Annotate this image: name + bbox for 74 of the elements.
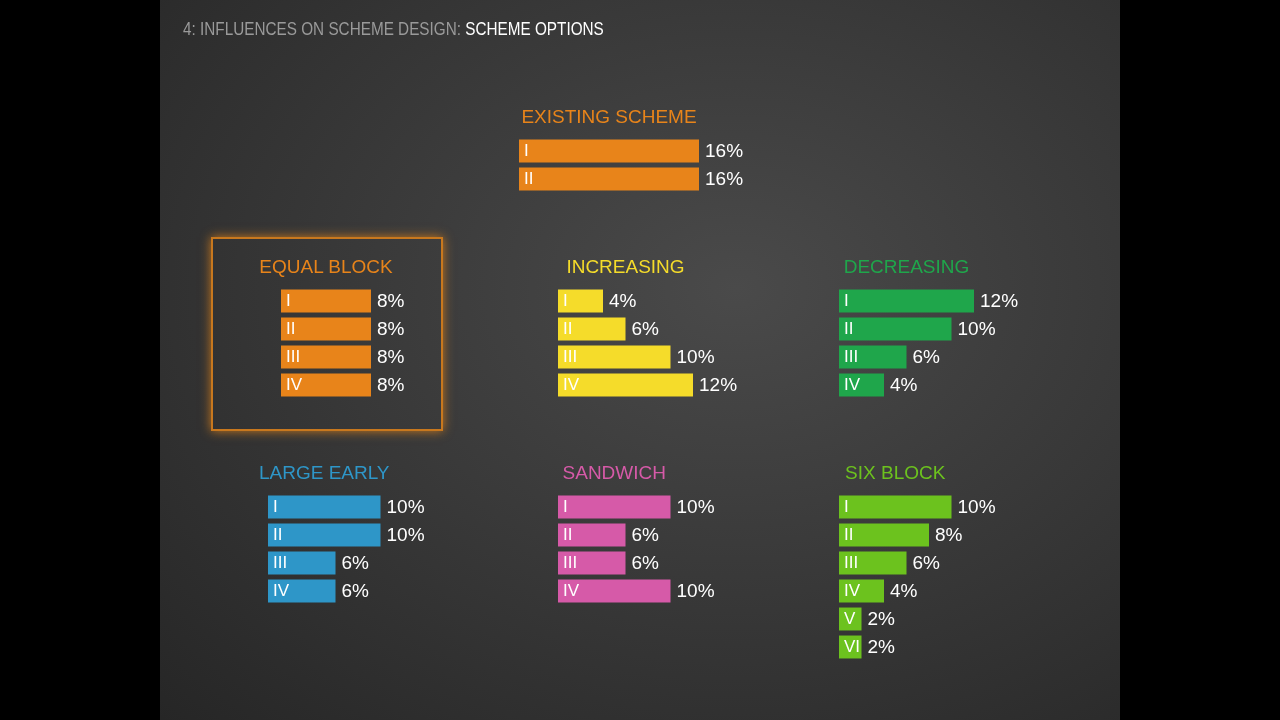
chart-title: LARGE EARLY [258,462,390,483]
y-tick-label: IV [563,581,580,600]
bar [558,289,603,313]
y-tick-label: I [563,291,568,310]
y-tick-label: I [563,497,568,516]
data-label: 8% [377,290,405,311]
data-label: 6% [631,524,660,545]
y-tick-label: III [844,553,859,572]
data-label: 6% [341,552,370,573]
y-tick-label: II [844,525,854,544]
y-tick-label: I [524,141,529,160]
data-label: 6% [912,346,941,367]
chart-title: EXISTING SCHEME [521,106,697,127]
bar [839,289,974,313]
data-label: 10% [957,318,996,339]
y-tick-label: III [844,347,859,366]
y-tick-label: IV [273,581,290,600]
data-label: 10% [676,496,715,517]
data-label: 6% [631,552,660,573]
y-tick-label: III [563,347,578,366]
chart-title: INCREASING [566,256,685,277]
bar [558,373,693,397]
y-tick-label: I [273,497,278,516]
y-tick-label: IV [286,375,303,394]
y-tick-label: II [524,169,534,188]
chart-title: EQUAL BLOCK [259,256,394,277]
data-label: 10% [386,524,425,545]
y-tick-label: VI [844,637,861,656]
data-label: 8% [935,524,963,545]
y-tick-label: III [273,553,288,572]
data-label: 8% [377,346,405,367]
y-tick-label: III [563,553,578,572]
y-tick-label: II [844,319,854,338]
data-label: 8% [377,374,405,395]
y-tick-label: II [563,319,573,338]
bar [558,317,626,341]
data-label: 10% [386,496,425,517]
y-tick-label: IV [563,375,580,394]
data-label: 16% [705,168,744,189]
data-label: 10% [676,346,715,367]
text: 4: INFLUENCES ON SCHEME DESIGN: SCHEME OPTIONS [183,19,604,40]
data-label: 12% [980,290,1019,311]
data-label: 16% [705,140,744,161]
data-label: 6% [631,318,660,339]
chart-title: DECREASING [843,256,970,277]
data-label: 8% [377,318,405,339]
y-tick-label: IV [844,581,861,600]
data-label: 12% [699,374,738,395]
bar [839,551,907,575]
y-tick-label: II [273,525,283,544]
bar [839,345,907,369]
y-tick-label: I [844,497,849,516]
y-tick-label: I [844,291,849,310]
y-tick-label: I [286,291,291,310]
data-label: 4% [609,290,637,311]
y-tick-label: II [563,525,573,544]
data-label: 10% [676,580,715,601]
bar [839,495,952,519]
chart-title: SIX BLOCK [845,462,946,483]
data-label: 4% [890,580,918,601]
chart-title: SANDWICH [562,462,666,483]
bar [839,317,952,341]
y-tick-label: II [286,319,296,338]
data-label: 2% [867,608,896,629]
data-label: 6% [341,580,370,601]
data-label: 4% [890,374,918,395]
data-label: 6% [912,552,941,573]
y-tick-label: V [844,609,856,628]
bar [558,345,671,369]
y-tick-label: IV [844,375,861,394]
bar [839,523,929,547]
data-label: 10% [957,496,996,517]
data-label: 2% [867,636,896,657]
y-tick-label: III [286,347,301,366]
